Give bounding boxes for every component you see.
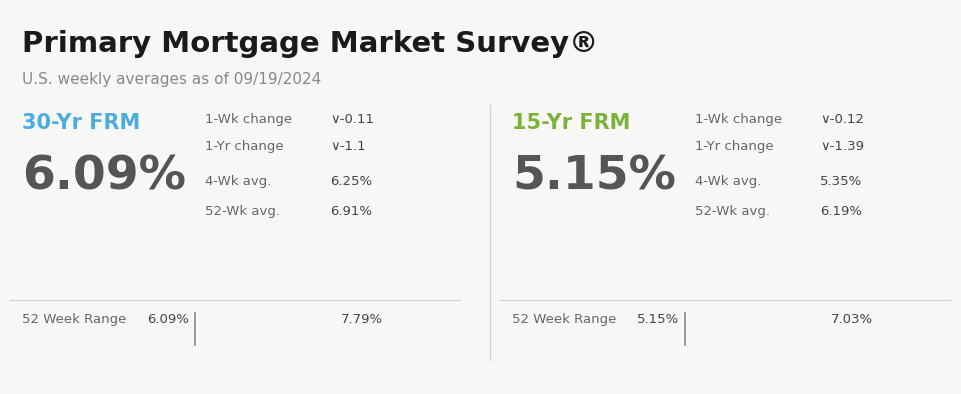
Text: 5.15%: 5.15% bbox=[511, 155, 676, 200]
Text: 6.25%: 6.25% bbox=[330, 175, 372, 188]
Text: 1-Wk change: 1-Wk change bbox=[694, 113, 781, 126]
Text: 52 Week Range: 52 Week Range bbox=[511, 313, 616, 326]
Text: ∨-1.39: ∨-1.39 bbox=[819, 140, 863, 153]
Text: 4-Wk avg.: 4-Wk avg. bbox=[205, 175, 271, 188]
Text: 1-Yr change: 1-Yr change bbox=[205, 140, 283, 153]
Text: 6.09%: 6.09% bbox=[22, 155, 185, 200]
Text: 6.91%: 6.91% bbox=[330, 205, 372, 218]
Text: Primary Mortgage Market Survey®: Primary Mortgage Market Survey® bbox=[22, 30, 598, 58]
Text: 4-Wk avg.: 4-Wk avg. bbox=[694, 175, 760, 188]
Text: 15-Yr FRM: 15-Yr FRM bbox=[511, 113, 629, 133]
Text: ∨-1.1: ∨-1.1 bbox=[330, 140, 365, 153]
Text: 1-Wk change: 1-Wk change bbox=[205, 113, 292, 126]
Text: 6.19%: 6.19% bbox=[819, 205, 861, 218]
Text: 6.09%: 6.09% bbox=[147, 313, 188, 326]
Text: 30-Yr FRM: 30-Yr FRM bbox=[22, 113, 140, 133]
Text: 52 Week Range: 52 Week Range bbox=[22, 313, 126, 326]
Text: 5.35%: 5.35% bbox=[819, 175, 861, 188]
Text: 1-Yr change: 1-Yr change bbox=[694, 140, 773, 153]
Text: 52-Wk avg.: 52-Wk avg. bbox=[694, 205, 769, 218]
Text: ∨-0.12: ∨-0.12 bbox=[819, 113, 863, 126]
Text: 7.79%: 7.79% bbox=[340, 313, 382, 326]
Text: U.S. weekly averages as of 09/19/2024: U.S. weekly averages as of 09/19/2024 bbox=[22, 72, 321, 87]
Text: 5.15%: 5.15% bbox=[636, 313, 678, 326]
Text: 52-Wk avg.: 52-Wk avg. bbox=[205, 205, 280, 218]
Text: ∨-0.11: ∨-0.11 bbox=[330, 113, 374, 126]
Text: 7.03%: 7.03% bbox=[830, 313, 873, 326]
